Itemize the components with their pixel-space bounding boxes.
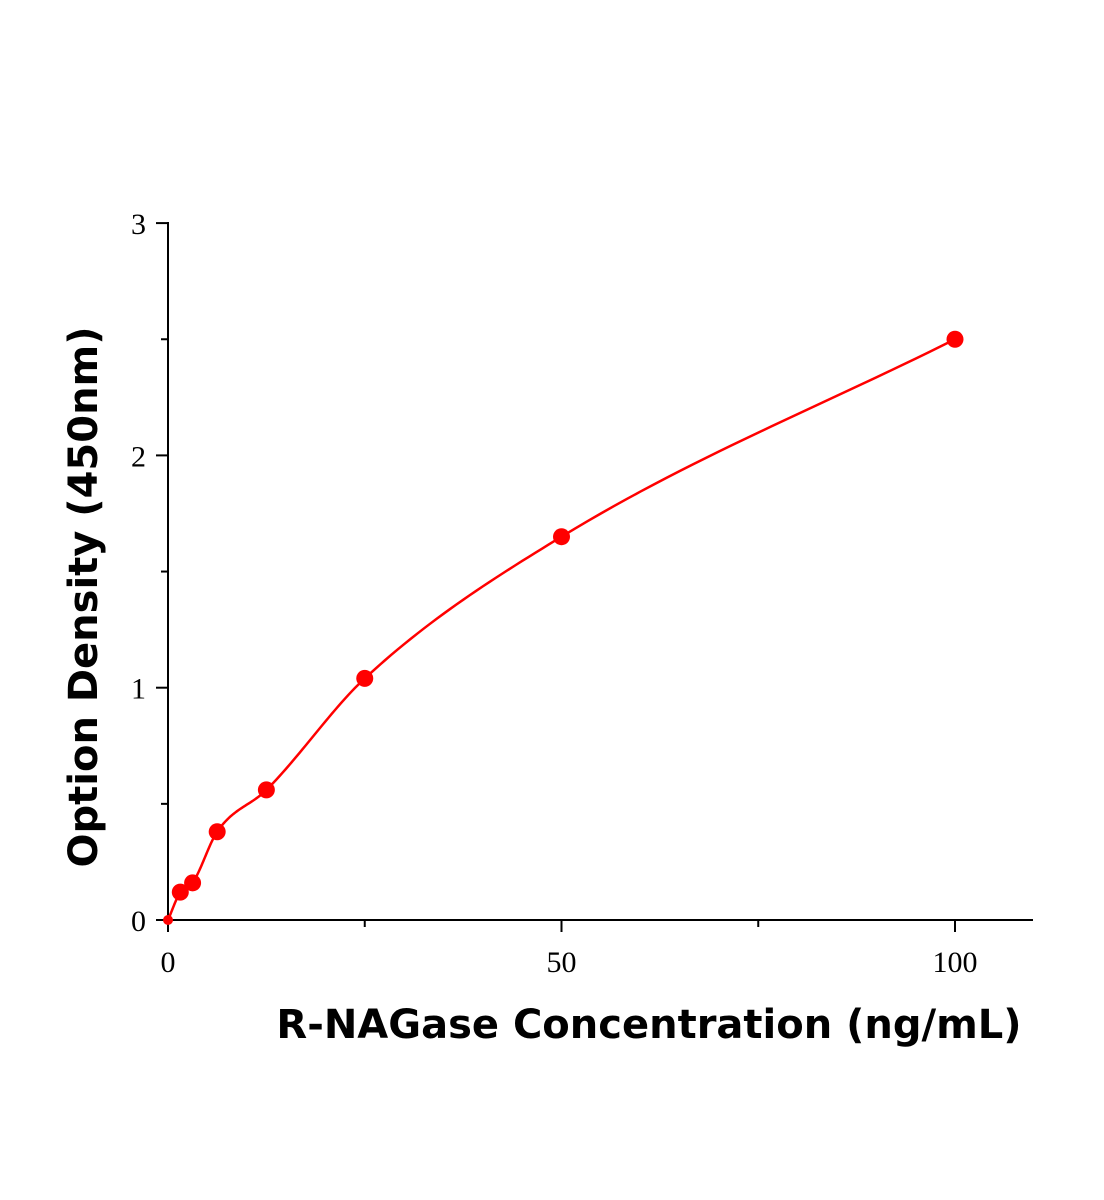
ticks [156, 222, 956, 932]
x-tick-label: 100 [933, 946, 978, 979]
data-point [208, 823, 226, 841]
y-tick-label: 2 [131, 440, 146, 473]
y-tick-label: 1 [131, 673, 146, 706]
y-tick-label: 0 [131, 905, 146, 938]
data-point [184, 874, 202, 892]
x-axis-title: R-NAGase Concentration (ng/mL) [276, 1002, 1021, 1048]
x-tick-label: 0 [161, 946, 176, 979]
data-points [163, 330, 964, 925]
data-point [171, 883, 189, 901]
fit-curve [166, 338, 956, 921]
data-point [163, 915, 173, 925]
y-axis-title: Option Density (450nm) [61, 326, 107, 867]
y-tick-label: 3 [131, 208, 146, 241]
data-point [257, 781, 275, 799]
data-point [946, 330, 964, 348]
data-point [356, 669, 374, 687]
axes [167, 222, 1033, 921]
data-point [553, 528, 570, 546]
tick-labels: 0 50 100 0 1 2 3 [131, 208, 978, 979]
x-tick-label: 50 [547, 946, 577, 979]
